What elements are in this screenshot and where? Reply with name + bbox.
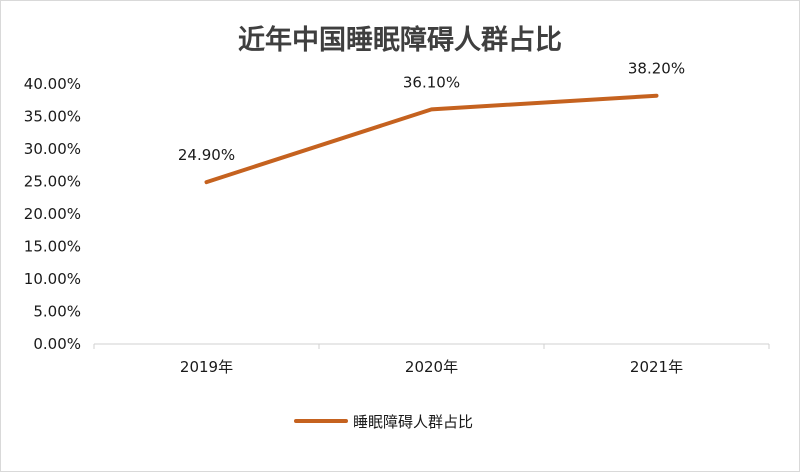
data-label: 24.90%: [178, 146, 235, 164]
y-tick-label: 10.00%: [24, 270, 81, 288]
x-axis: 2019年 2020年 2021年: [93, 343, 770, 376]
y-tick-label: 15.00%: [24, 238, 81, 256]
series-group: 24.90% 36.10% 38.20%: [178, 60, 685, 185]
series-line: [204, 93, 659, 185]
data-label: 36.10%: [403, 73, 460, 91]
y-tick-label: 30.00%: [24, 140, 81, 158]
data-label: 38.20%: [628, 60, 685, 78]
x-tick-label: 2020年: [405, 358, 458, 376]
y-tick-label: 5.00%: [33, 303, 81, 321]
x-tick-label: 2019年: [180, 358, 233, 376]
y-tick-label: 35.00%: [24, 108, 81, 126]
x-tick-label: 2021年: [630, 358, 683, 376]
legend-label: 睡眠障碍人群占比: [353, 413, 473, 431]
chart-title: 近年中国睡眠障碍人群占比: [238, 24, 562, 56]
y-tick-label: 0.00%: [33, 335, 81, 353]
legend: 睡眠障碍人群占比: [294, 413, 473, 431]
y-tick-label: 25.00%: [24, 173, 81, 191]
y-axis: 0.00% 5.00% 10.00% 15.00% 20.00% 25.00% 30.00%…: [24, 75, 81, 353]
y-tick-label: 20.00%: [24, 205, 81, 223]
y-tick-label: 40.00%: [24, 75, 81, 93]
